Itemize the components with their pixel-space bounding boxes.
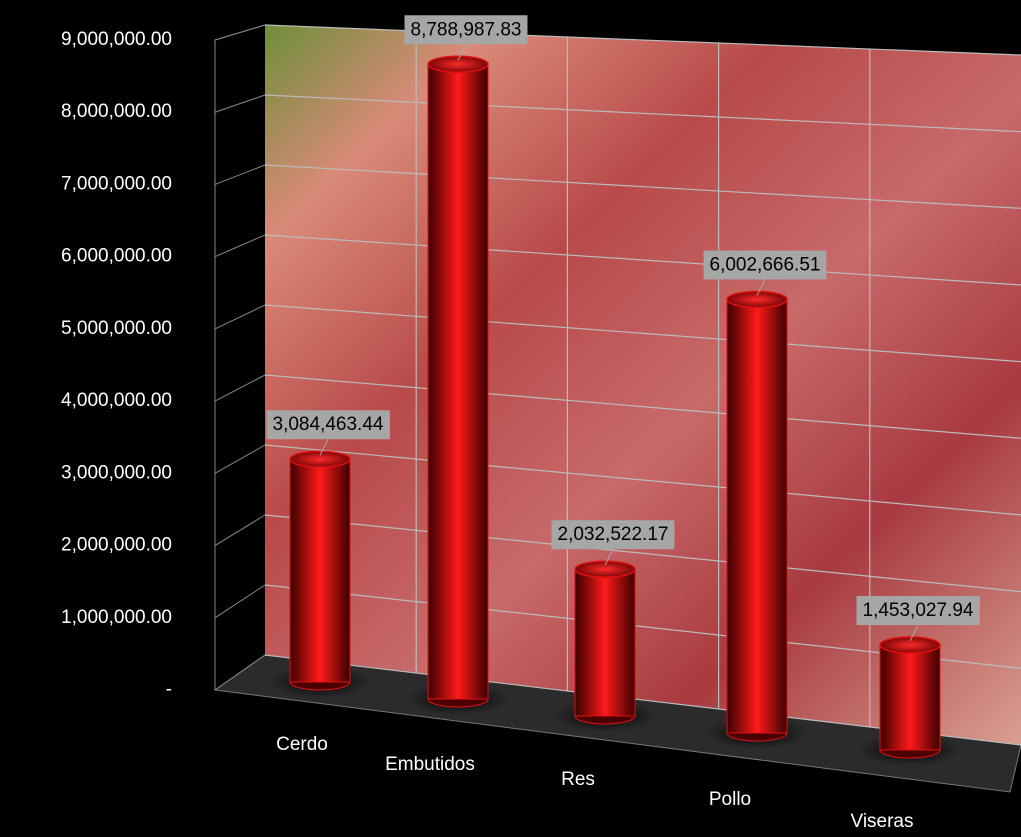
y-tick-label: - <box>166 679 172 700</box>
bar-top <box>879 636 941 654</box>
grid-line <box>264 24 1021 56</box>
bar <box>726 298 788 734</box>
tick-mark <box>214 234 266 258</box>
value-leader <box>909 624 919 642</box>
tick-mark <box>214 584 266 619</box>
value-label: 1,453,027.94 <box>863 600 974 621</box>
grid-line <box>264 164 1021 209</box>
y-tick-label: 3,000,000.00 <box>61 462 172 483</box>
bar-top <box>427 55 489 73</box>
tick-mark <box>214 94 266 113</box>
value-label-box <box>551 520 675 550</box>
tick-mark <box>214 514 266 546</box>
y-tick-label: 1,000,000.00 <box>61 607 172 628</box>
bar <box>574 568 636 717</box>
bar <box>427 63 489 700</box>
tick-mark <box>214 304 266 330</box>
grid-line <box>264 374 1021 439</box>
tick-mark <box>214 24 266 41</box>
value-leader <box>319 439 329 456</box>
value-label-box <box>404 15 528 45</box>
value-label-box <box>703 250 827 280</box>
x-tick-label: Viseras <box>850 811 913 832</box>
tick-mark <box>214 374 266 402</box>
tick-mark <box>214 654 266 691</box>
y-tick-label: 4,000,000.00 <box>61 390 172 411</box>
value-leader <box>457 44 467 61</box>
y-tick-label: 9,000,000.00 <box>61 29 172 50</box>
y-tick-label: 2,000,000.00 <box>61 535 172 556</box>
value-label: 2,032,522.17 <box>558 524 669 545</box>
value-label-box <box>266 410 390 440</box>
x-tick-label: Pollo <box>709 789 751 810</box>
x-tick-label: Res <box>561 769 595 790</box>
grid-line <box>264 94 1021 133</box>
y-tick-label: 8,000,000.00 <box>61 101 172 122</box>
value-label: 6,002,666.51 <box>710 254 821 275</box>
grid-line <box>264 514 1021 593</box>
bar-top <box>726 290 788 309</box>
value-label: 8,788,987.83 <box>411 19 522 40</box>
tick-mark <box>214 444 266 474</box>
value-label-box <box>856 596 980 626</box>
grid-line <box>264 444 1021 516</box>
value-leader <box>756 279 766 296</box>
bar <box>289 458 351 683</box>
y-tick-label: 7,000,000.00 <box>61 173 172 194</box>
y-tick-label: 5,000,000.00 <box>61 318 172 339</box>
bar-top <box>574 560 636 578</box>
bar <box>879 644 941 751</box>
tick-mark <box>214 164 266 185</box>
grid-line <box>264 234 1021 286</box>
x-tick-label: Cerdo <box>276 734 328 755</box>
y-tick-label: 6,000,000.00 <box>61 246 172 267</box>
grid-line <box>264 304 1021 363</box>
value-leader <box>604 548 614 566</box>
value-label: 3,084,463.44 <box>273 414 384 435</box>
x-tick-label: Embutidos <box>385 754 475 775</box>
bar-top <box>289 450 351 468</box>
